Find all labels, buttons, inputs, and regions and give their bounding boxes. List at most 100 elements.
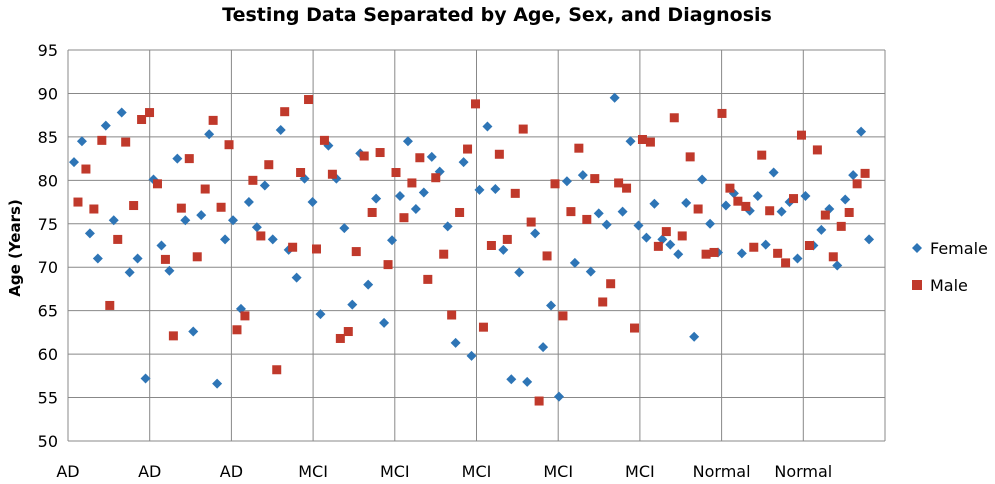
male-point xyxy=(351,247,361,257)
male-point xyxy=(455,207,465,217)
male-point xyxy=(494,149,504,159)
male-point xyxy=(804,241,814,250)
male-point xyxy=(81,164,91,174)
female-point xyxy=(347,299,358,310)
female-point xyxy=(69,157,79,168)
female-point xyxy=(100,120,111,131)
female-point xyxy=(251,222,262,233)
male-point xyxy=(160,254,170,264)
female-point xyxy=(593,208,604,219)
male-point xyxy=(216,202,226,212)
male-point xyxy=(280,107,290,117)
x-tick-label: AD xyxy=(138,462,161,481)
female-point xyxy=(720,200,731,211)
male-point xyxy=(168,331,178,341)
male-point xyxy=(717,108,727,118)
male-point xyxy=(304,95,314,105)
female-point xyxy=(832,260,843,271)
female-point xyxy=(490,184,501,195)
female-point xyxy=(585,266,596,277)
female-point xyxy=(156,240,167,251)
female-point xyxy=(553,391,564,402)
male-point xyxy=(852,179,862,189)
female-point xyxy=(172,153,183,164)
male-point xyxy=(105,300,115,310)
female-point xyxy=(681,197,692,208)
male-point xyxy=(653,241,663,251)
female-point xyxy=(792,253,803,264)
female-point xyxy=(132,253,143,264)
female-point xyxy=(561,176,572,187)
female-point xyxy=(116,107,127,118)
female-point xyxy=(196,210,207,221)
male-point xyxy=(129,201,139,211)
female-point xyxy=(204,129,215,140)
female-point xyxy=(243,197,254,208)
male-point xyxy=(264,160,274,170)
male-point xyxy=(598,297,608,307)
male-point xyxy=(733,196,743,206)
female-point xyxy=(84,228,95,239)
male-point xyxy=(248,175,258,185)
female-point xyxy=(259,180,270,191)
male-point xyxy=(415,153,425,163)
male-point xyxy=(820,210,830,220)
female-point xyxy=(180,215,191,226)
female-point xyxy=(538,342,549,353)
y-tick-label: 60 xyxy=(38,345,58,364)
male-point xyxy=(542,251,552,261)
male-point xyxy=(423,274,433,284)
male-point xyxy=(431,173,441,183)
male-point xyxy=(327,169,337,179)
male-point xyxy=(828,252,838,262)
legend: Female Male xyxy=(912,239,988,295)
male-point xyxy=(89,204,99,214)
male-point xyxy=(145,108,155,118)
male-point xyxy=(240,311,250,321)
female-point xyxy=(514,267,525,278)
male-point xyxy=(765,206,775,216)
female-point xyxy=(275,124,286,135)
female-point xyxy=(267,234,278,245)
female-point xyxy=(363,279,374,290)
male-point xyxy=(693,204,703,214)
female-point xyxy=(768,167,779,178)
male-point xyxy=(486,241,496,250)
male-point xyxy=(439,249,449,259)
male-point xyxy=(518,124,528,134)
y-tick-label: 55 xyxy=(38,389,58,408)
female-point xyxy=(220,234,231,245)
male-point xyxy=(367,207,377,217)
legend-label-female: Female xyxy=(930,239,988,258)
male-point xyxy=(383,260,393,270)
male-point xyxy=(137,115,147,125)
female-point xyxy=(315,309,326,320)
male-point xyxy=(796,130,806,140)
male-point xyxy=(375,148,385,158)
male-point xyxy=(685,152,695,162)
male-point xyxy=(200,184,210,194)
female-point xyxy=(426,151,437,162)
male-point xyxy=(296,168,306,178)
female-point xyxy=(609,92,620,103)
male-point xyxy=(741,201,751,211)
male-point xyxy=(73,197,83,207)
female-point xyxy=(458,157,469,168)
female-point xyxy=(569,257,580,268)
data-points xyxy=(69,92,875,406)
x-tick-label: MCI xyxy=(462,462,492,481)
male-point xyxy=(836,221,846,231)
y-tick-label: 70 xyxy=(38,258,58,277)
female-point xyxy=(466,350,477,361)
male-point xyxy=(550,179,560,189)
female-point xyxy=(546,300,557,311)
y-axis-label: Age (Years) xyxy=(6,199,24,297)
x-tick-label: Normal xyxy=(774,462,832,481)
male-point xyxy=(184,154,194,164)
male-point xyxy=(152,179,162,189)
male-point xyxy=(256,231,266,241)
male-point xyxy=(606,279,616,289)
x-tick-label: Normal xyxy=(693,462,751,481)
female-point xyxy=(164,265,175,276)
